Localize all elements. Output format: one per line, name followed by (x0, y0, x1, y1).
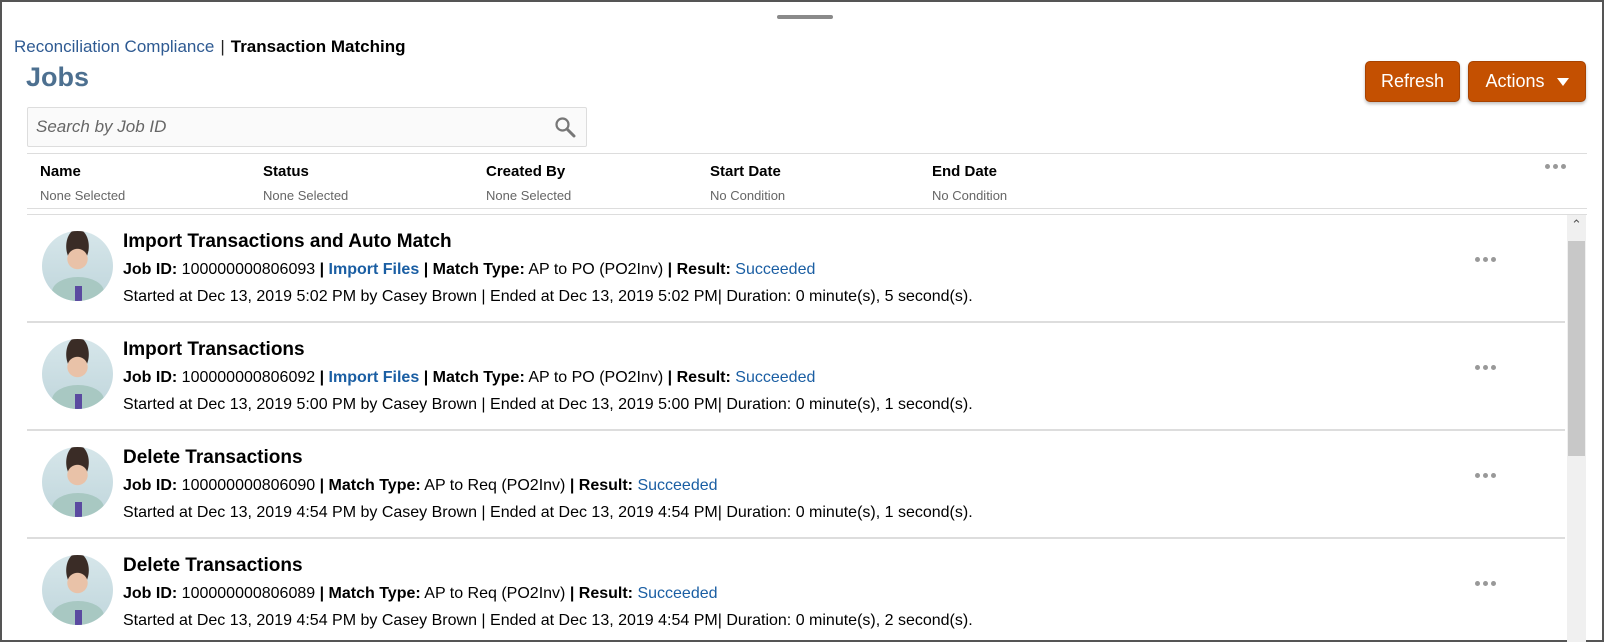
filter-bar: Name None Selected Status None Selected Crea… (27, 153, 1587, 209)
job-id-label: Job ID: (123, 261, 178, 278)
row-more-icon[interactable] (1475, 473, 1496, 478)
match-type-label: Match Type: (328, 585, 421, 602)
separator: | (319, 477, 325, 494)
avatar (42, 447, 113, 517)
match-type: AP to Req (PO2Inv) (424, 585, 566, 602)
avatar (42, 339, 113, 409)
job-details: Started at Dec 13, 2019 4:54 PM by Casey… (123, 612, 973, 629)
page-title: Jobs (26, 62, 90, 92)
scrollbar-thumb[interactable] (1568, 241, 1585, 456)
job-summary: Job ID: 100000000806090 | Match Type: AP… (123, 477, 718, 495)
job-id-label: Job ID: (123, 369, 178, 386)
job-title[interactable]: Delete Transactions (123, 555, 303, 576)
job-id: 100000000806089 (181, 585, 316, 602)
scrollbar[interactable]: ⌃ (1567, 215, 1586, 642)
separator: | (319, 585, 325, 602)
filter-status[interactable]: Status None Selected (263, 163, 348, 203)
breadcrumb-separator: | (220, 37, 225, 56)
job-row[interactable]: Delete Transactions Job ID: 100000000806… (27, 539, 1565, 642)
import-files-link[interactable]: Import Files (328, 369, 420, 386)
jobs-list: Import Transactions and Auto Match Job I… (27, 215, 1565, 642)
job-id-label: Job ID: (123, 477, 178, 494)
breadcrumb: Reconciliation Compliance | Transaction Ma… (14, 37, 406, 57)
search-input[interactable] (28, 108, 528, 146)
breadcrumb-current: Transaction Matching (230, 37, 406, 56)
search-icon[interactable] (554, 116, 576, 138)
filter-label: Status (263, 163, 309, 180)
job-details: Started at Dec 13, 2019 5:02 PM by Casey… (123, 288, 973, 305)
job-row[interactable]: Import Transactions Job ID: 100000000806… (27, 323, 1565, 431)
separator: | (667, 261, 673, 278)
separator: | (319, 369, 325, 386)
filter-label: End Date (932, 163, 998, 180)
row-more-icon[interactable] (1475, 365, 1496, 370)
refresh-label: Refresh (1380, 71, 1445, 91)
filter-value: No Condition (932, 188, 1008, 203)
match-type: AP to Req (PO2Inv) (424, 477, 566, 494)
refresh-button[interactable]: Refresh (1365, 61, 1460, 102)
result-status: Succeeded (637, 585, 718, 602)
filter-end-date[interactable]: End Date No Condition (932, 163, 1007, 203)
divider (27, 214, 1587, 215)
filter-start-date[interactable]: Start Date No Condition (710, 163, 785, 203)
filter-label: Created By (486, 163, 566, 180)
filter-label: Name (40, 163, 81, 180)
match-type: AP to PO (PO2Inv) (528, 369, 664, 386)
result-status: Succeeded (735, 261, 816, 278)
result-label: Result: (676, 369, 731, 386)
job-row[interactable]: Delete Transactions Job ID: 100000000806… (27, 431, 1565, 539)
job-title[interactable]: Import Transactions and Auto Match (123, 231, 452, 252)
job-summary: Job ID: 100000000806092 | Import Files |… (123, 369, 815, 387)
job-summary: Job ID: 100000000806093 | Import Files |… (123, 261, 815, 279)
result-status: Succeeded (637, 477, 718, 494)
job-row[interactable]: Import Transactions and Auto Match Job I… (27, 215, 1565, 323)
filter-value: No Condition (710, 188, 786, 203)
separator: | (569, 477, 575, 494)
row-more-icon[interactable] (1475, 581, 1496, 586)
actions-menu-button[interactable]: Actions (1468, 61, 1586, 102)
job-id: 100000000806090 (181, 477, 316, 494)
avatar (42, 555, 113, 625)
filter-created-by[interactable]: Created By None Selected (486, 163, 571, 203)
filter-value: None Selected (40, 188, 126, 203)
separator: | (423, 369, 429, 386)
match-type-label: Match Type: (328, 477, 421, 494)
filter-value: None Selected (486, 188, 572, 203)
actions-label: Actions (1485, 71, 1545, 91)
search-box (27, 107, 587, 147)
job-title[interactable]: Delete Transactions (123, 447, 303, 468)
result-label: Result: (676, 261, 731, 278)
job-summary: Job ID: 100000000806089 | Match Type: AP… (123, 585, 718, 603)
result-label: Result: (578, 585, 633, 602)
filter-more-icon[interactable] (1545, 164, 1566, 169)
filter-name[interactable]: Name None Selected (40, 163, 125, 203)
match-type-label: Match Type: (432, 369, 525, 386)
job-id: 100000000806093 (181, 261, 316, 278)
job-title[interactable]: Import Transactions (123, 339, 305, 360)
avatar (42, 231, 113, 301)
result-label: Result: (578, 477, 633, 494)
separator: | (319, 261, 325, 278)
match-type: AP to PO (PO2Inv) (528, 261, 664, 278)
job-id: 100000000806092 (181, 369, 316, 386)
caret-down-icon (1556, 77, 1569, 86)
drag-handle[interactable] (777, 15, 833, 19)
result-status: Succeeded (735, 369, 816, 386)
separator: | (667, 369, 673, 386)
match-type-label: Match Type: (432, 261, 525, 278)
separator: | (569, 585, 575, 602)
job-id-label: Job ID: (123, 585, 178, 602)
job-details: Started at Dec 13, 2019 4:54 PM by Casey… (123, 504, 973, 521)
filter-value: None Selected (263, 188, 349, 203)
row-more-icon[interactable] (1475, 257, 1496, 262)
job-details: Started at Dec 13, 2019 5:00 PM by Casey… (123, 396, 973, 413)
filter-label: Start Date (710, 163, 781, 180)
separator: | (423, 261, 429, 278)
import-files-link[interactable]: Import Files (328, 261, 420, 278)
scroll-up-icon[interactable]: ⌃ (1571, 217, 1582, 232)
breadcrumb-parent-link[interactable]: Reconciliation Compliance (14, 37, 215, 56)
